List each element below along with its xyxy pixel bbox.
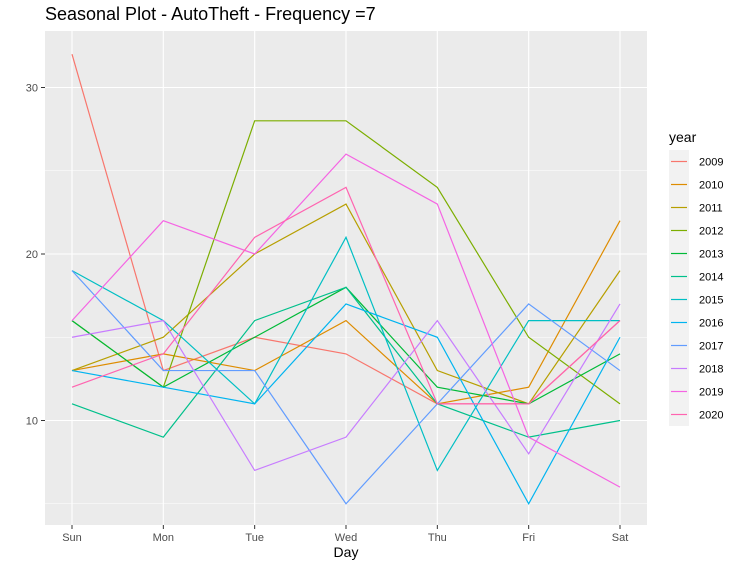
legend-label-2011: 2011 <box>699 203 723 215</box>
x-tick-label: Sun <box>62 532 82 544</box>
series-line-2016 <box>71 303 621 505</box>
y-tick-label: 20 <box>26 249 38 261</box>
legend-label-2010: 2010 <box>699 180 723 192</box>
series-line-2018 <box>71 303 621 472</box>
legend-label-2015: 2015 <box>699 295 723 307</box>
legend-label-2019: 2019 <box>699 387 723 399</box>
legend-label-2017: 2017 <box>699 341 723 353</box>
y-tick-label: 30 <box>26 83 38 95</box>
legend-label-2013: 2013 <box>699 249 723 261</box>
x-tick-label: Wed <box>335 532 357 544</box>
series-line-2020 <box>71 186 621 405</box>
x-tick-label: Thu <box>428 532 447 544</box>
x-tick-label: Mon <box>153 532 174 544</box>
x-tick-label: Tue <box>245 532 264 544</box>
legend-label-2009: 2009 <box>699 157 723 169</box>
legend-title: year <box>669 129 697 145</box>
y-tick-label: 10 <box>26 416 38 428</box>
legend-label-2018: 2018 <box>699 364 723 376</box>
legend-label-2012: 2012 <box>699 226 723 238</box>
x-tick-label: Fri <box>522 532 535 544</box>
legend-label-2016: 2016 <box>699 318 723 330</box>
legend-label-2020: 2020 <box>699 410 723 422</box>
series-line-2017 <box>71 270 621 505</box>
x-axis-title: Day <box>334 544 359 560</box>
legend-label-2014: 2014 <box>699 272 723 284</box>
chart-title: Seasonal Plot - AutoTheft - Frequency =7 <box>45 4 376 24</box>
series-line-2019 <box>71 153 621 488</box>
x-tick-label: Sat <box>612 532 629 544</box>
